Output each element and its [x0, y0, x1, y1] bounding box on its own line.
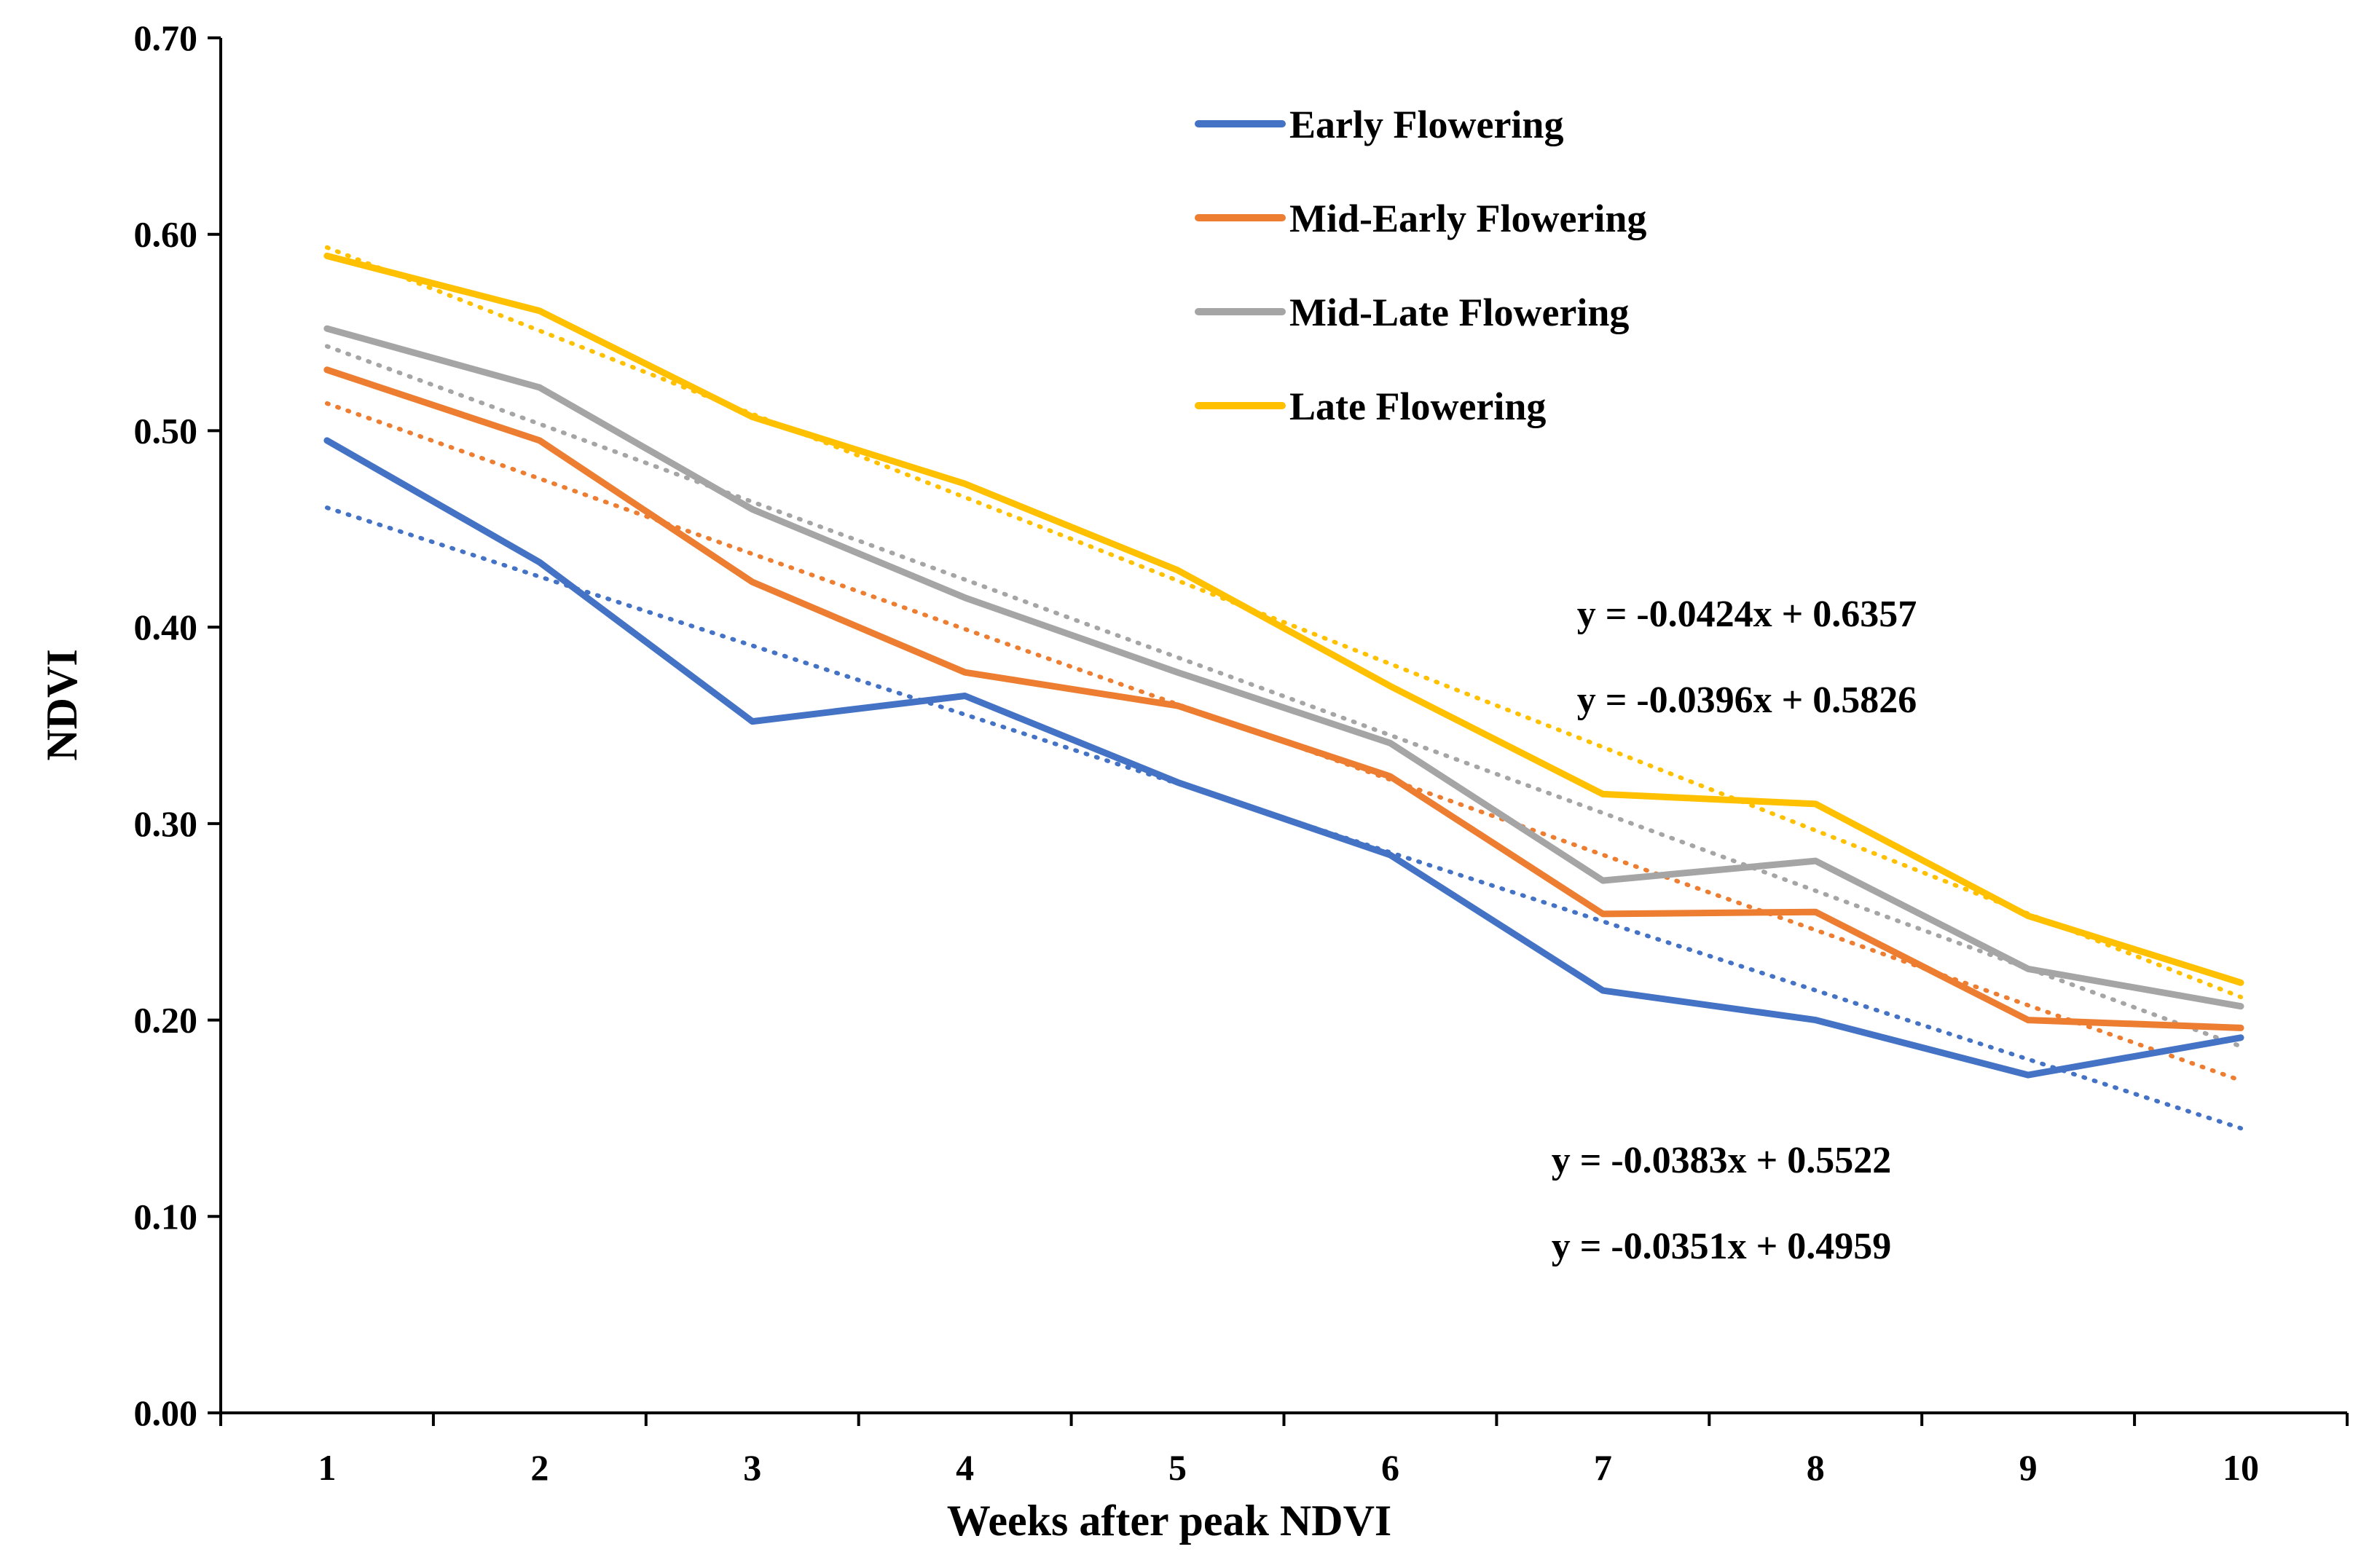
y-axis-title: NDVI	[38, 649, 86, 760]
y-tick-label: 0.20	[134, 1000, 198, 1041]
y-tick-label: 0.70	[134, 17, 198, 58]
trendlines-group	[324, 245, 2244, 1131]
x-tick-label: 1	[318, 1447, 336, 1488]
x-tick-label: 10	[2223, 1447, 2259, 1488]
trendline-mid-late-flowering	[324, 344, 2244, 1049]
y-tick-label: 0.40	[134, 607, 198, 647]
legend-label: Mid-Late Flowering	[1289, 291, 1629, 334]
series-line-mid-early-flowering	[323, 366, 2244, 1031]
legend-item: Late Flowering	[1195, 385, 1546, 428]
x-tick-label: 9	[2019, 1447, 2038, 1488]
series-line-mid-late-flowering	[323, 325, 2244, 1010]
y-ticks-group: 0.00 0.10 0.20 0.30 0.40 0.50 0.60 0.70	[134, 17, 221, 1433]
x-tick-label: 3	[743, 1447, 761, 1488]
x-tick-label: 2	[530, 1447, 549, 1488]
series-lines-group	[323, 252, 2244, 1079]
legend-item: Mid-Early Flowering	[1195, 197, 1646, 240]
y-tick-label: 0.30	[134, 803, 198, 844]
y-tick-label: 0.60	[134, 214, 198, 255]
legend-label: Mid-Early Flowering	[1289, 197, 1646, 240]
x-ticks-group: 1 2 3 4 5 6 7 8 9 10	[219, 1413, 2349, 1488]
legend-label: Early Flowering	[1289, 103, 1563, 146]
x-tick-label: 5	[1168, 1447, 1187, 1488]
series-line-early-flowering	[323, 437, 2244, 1079]
x-tick-label: 8	[1807, 1447, 1825, 1488]
series-line-late-flowering	[323, 252, 2244, 986]
y-tick-label: 0.00	[134, 1392, 198, 1433]
legend-label: Late Flowering	[1289, 385, 1546, 428]
x-tick-label: 7	[1594, 1447, 1612, 1488]
x-axis-title: Weeks after peak NDVI	[947, 1497, 1392, 1545]
trendline-equations: y = -0.0424x + 0.6357 y = -0.0396x + 0.5…	[1552, 594, 1917, 1267]
legend-item: Early Flowering	[1195, 103, 1563, 146]
x-tick-label: 4	[956, 1447, 974, 1488]
legend: Early Flowering Mid-Early Flowering Mid-La…	[1195, 103, 1646, 428]
y-tick-label: 0.50	[134, 410, 198, 451]
trendline-equation-mid-early: y = -0.0383x + 0.5522	[1552, 1140, 1892, 1181]
trendline-equation-early: y = -0.0351x + 0.4959	[1552, 1226, 1892, 1267]
axes-group	[219, 38, 2347, 1414]
trendline-late-flowering	[324, 245, 2244, 1000]
x-tick-label: 6	[1381, 1447, 1399, 1488]
legend-item: Mid-Late Flowering	[1195, 291, 1629, 334]
trendline-equation-mid-late: y = -0.0396x + 0.5826	[1577, 679, 1917, 721]
trendline-equation-late: y = -0.0424x + 0.6357	[1577, 594, 1917, 635]
y-tick-label: 0.10	[134, 1196, 198, 1237]
